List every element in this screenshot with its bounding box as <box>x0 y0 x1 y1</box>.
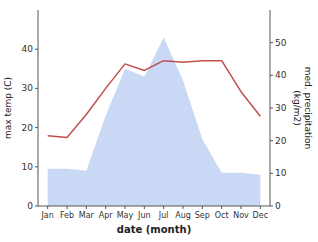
x-tick <box>47 206 48 209</box>
x-tick <box>86 206 87 209</box>
x-tick-label: Feb <box>60 211 74 220</box>
y2-tick <box>270 140 273 141</box>
line <box>48 61 261 138</box>
y2-tick-label: 40 <box>275 70 287 80</box>
y2-tick <box>270 173 273 174</box>
y2-tick-label: 50 <box>275 38 287 48</box>
y-axis-label: max temp (C) <box>3 77 13 139</box>
y2-tick-label: 10 <box>275 168 287 178</box>
x-tick-label: Dec <box>253 211 268 220</box>
x-tick <box>163 206 164 209</box>
y-tick-label: 30 <box>22 83 34 93</box>
x-axis-label: date (month) <box>117 224 191 235</box>
y-tick <box>35 49 38 50</box>
y-tick <box>35 166 38 167</box>
y2-axis-label-line: (kg/m2) <box>292 90 302 125</box>
y2-tick <box>270 75 273 76</box>
x-tick <box>105 206 106 209</box>
y-tick-label: 40 <box>22 44 34 54</box>
chart: 0 10 20 30 40 0 10 20 30 40 50 Jan Feb Mar AprMayJun Ju… <box>0 0 318 242</box>
x-tick-label: Jun <box>137 211 151 220</box>
x-tick-label: Sep <box>195 211 210 220</box>
x-axis-line <box>38 206 270 207</box>
y-tick <box>35 206 38 207</box>
plot-area <box>48 37 261 206</box>
x-tick <box>202 206 203 209</box>
x-tick <box>183 206 184 209</box>
x-tick <box>221 206 222 209</box>
x-tick-label: Jan <box>40 211 53 220</box>
x-tick <box>260 206 261 209</box>
y2-tick <box>270 42 273 43</box>
y-tick-label: 20 <box>22 123 34 133</box>
chart-container: 0 10 20 30 40 0 10 20 30 40 50 Jan Feb Mar AprMayJun Ju… <box>0 0 318 242</box>
x-tick-label: Aug <box>175 211 191 220</box>
x-tick <box>241 206 242 209</box>
x-tick-label: Apr <box>99 211 114 220</box>
x-tick <box>125 206 126 209</box>
x-tick-label: Nov <box>233 211 249 220</box>
y-tick-label: 0 <box>27 201 33 211</box>
y-tick-label: 10 <box>22 162 34 172</box>
y-tick <box>35 88 38 89</box>
x-tick-label: Mar <box>79 211 95 220</box>
y2-tick <box>270 206 273 207</box>
y2-tick <box>270 108 273 109</box>
y2-axis-label-line: med. precipitation <box>303 67 313 149</box>
y-axis-line <box>38 10 39 206</box>
x-tick <box>67 206 68 209</box>
x-tick-label: Oct <box>215 211 229 220</box>
x-tick-label: May <box>117 211 134 220</box>
y2-tick-label: 30 <box>275 103 287 113</box>
area <box>48 37 261 206</box>
y2-tick-label: 20 <box>275 136 287 146</box>
y-tick <box>35 127 38 128</box>
y2-tick-label: 0 <box>275 201 281 211</box>
y2-axis-label: med. precipitation(kg/m2) <box>292 67 313 149</box>
x-tick <box>144 206 145 209</box>
x-tick-label: Jul <box>158 211 169 220</box>
